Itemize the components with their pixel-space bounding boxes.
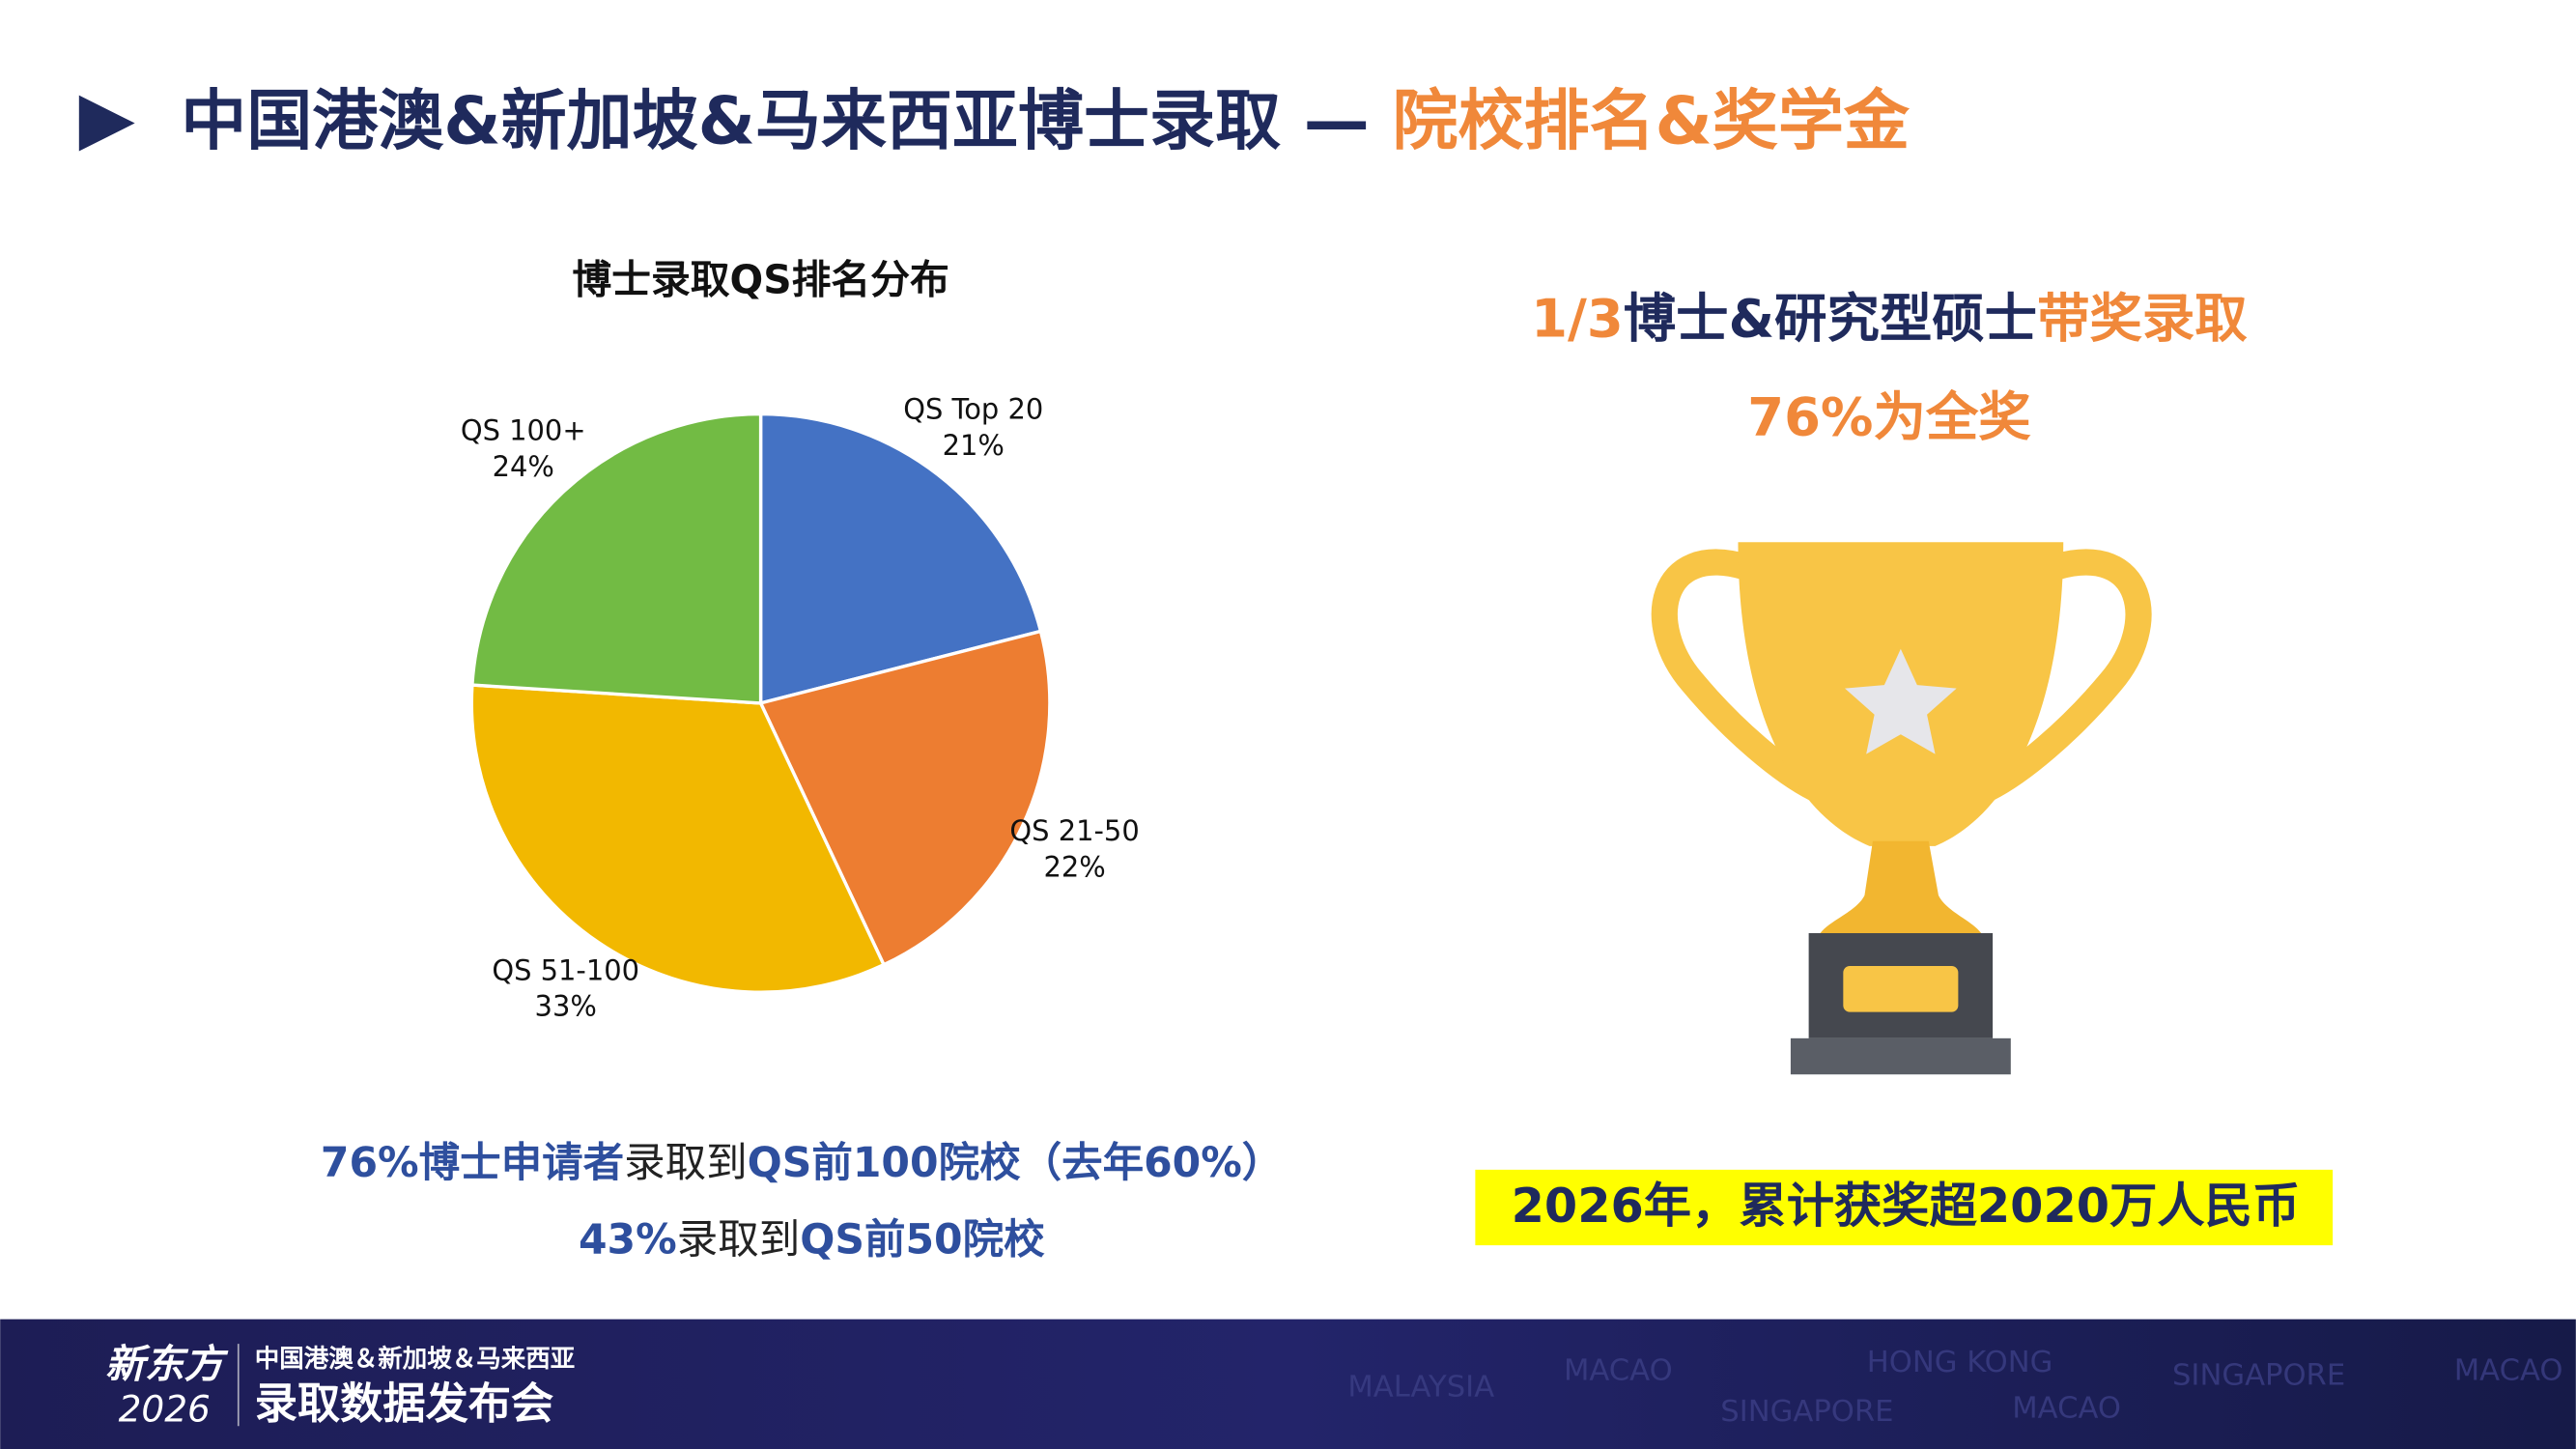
note: 1/3 — [1531, 287, 1624, 349]
trophy-handle — [1651, 549, 1822, 801]
right-line: 1/3博士&研究型硕士带奖录取 — [1531, 287, 2248, 349]
footer-places: MALAYSIA MACAO HONG KONG SINGAPORE MACAO SING… — [1347, 1346, 2562, 1429]
trophy — [1651, 542, 2152, 1075]
pie: QS Top 20 21% QS 21-50 22% QS 51-100 33% QS 10… — [461, 392, 1140, 1022]
footer-place: SINGAPORE — [2172, 1359, 2345, 1393]
footer-subtitle: 中国港澳＆新加坡＆马来西亚 — [255, 1345, 576, 1374]
slice-label: QS 100+ — [461, 413, 586, 446]
note: QS前50院校 — [800, 1216, 1045, 1264]
note: 录取到 — [677, 1216, 801, 1264]
slice-value: 24% — [493, 450, 554, 483]
trophy-stem — [1820, 840, 1982, 933]
note: 带奖录取 — [2037, 287, 2248, 349]
slice-value: 21% — [943, 429, 1005, 462]
pie-slice — [470, 412, 763, 705]
note: 博士&研究型硕士 — [1624, 287, 2037, 349]
trophy-star — [1845, 648, 1957, 754]
pie-slice — [469, 683, 887, 994]
chart-title: 博士录取QS排名分布 — [572, 257, 948, 303]
trophy-handle — [1981, 549, 2152, 801]
footer-band — [0, 1319, 2576, 1449]
footer-place: MALAYSIA — [1347, 1371, 1494, 1405]
footer-place: MACAO — [1564, 1354, 1673, 1388]
footer-place: SINGAPORE — [1720, 1395, 1893, 1429]
slice-label: QS Top 20 — [903, 392, 1043, 425]
footer-logo: 新东方 — [105, 1341, 229, 1387]
note: 43% — [579, 1216, 677, 1264]
trophy-plate — [1790, 1037, 2011, 1075]
slice-label: QS 21-50 — [1009, 814, 1139, 847]
title-marker — [78, 95, 135, 152]
footer-year: 2026 — [119, 1387, 211, 1430]
footer-event: 录取数据发布会 — [255, 1379, 553, 1429]
footer-place: HONG KONG — [1867, 1346, 2053, 1379]
slice-label: QS 51-100 — [492, 953, 639, 986]
note: 录取到 — [624, 1139, 748, 1186]
title-accent: 院校排名&奖学金 — [1392, 83, 1910, 159]
highlight-box — [1475, 1169, 2334, 1246]
slide-title: 中国港澳&新加坡&马来西亚博士录取 — 院校排名&奖学金 — [181, 83, 1911, 159]
footer-place: MACAO — [2012, 1392, 2121, 1426]
right-line: 76%为全奖 — [1747, 385, 2031, 447]
footer-place: MACAO — [2454, 1354, 2563, 1388]
highlight-text: 2026年，累计获奖超2020万人民币 — [1512, 1178, 2301, 1234]
trophy-plaque — [1843, 966, 1959, 1012]
note-line: 43%录取到QS前50院校 — [579, 1216, 1045, 1264]
pie-slice — [758, 629, 1052, 967]
note: QS前100院校（去年60%） — [748, 1139, 1284, 1186]
slice-value: 22% — [1043, 851, 1105, 884]
pie-slice — [758, 412, 1043, 706]
note-line: 76%博士申请者录取到QS前100院校（去年60%） — [321, 1139, 1283, 1186]
slice-value: 33% — [535, 990, 597, 1023]
title-main: 中国港澳&新加坡&马来西亚博士录取 — — [181, 83, 1392, 159]
note: 76%博士申请者 — [321, 1139, 624, 1186]
